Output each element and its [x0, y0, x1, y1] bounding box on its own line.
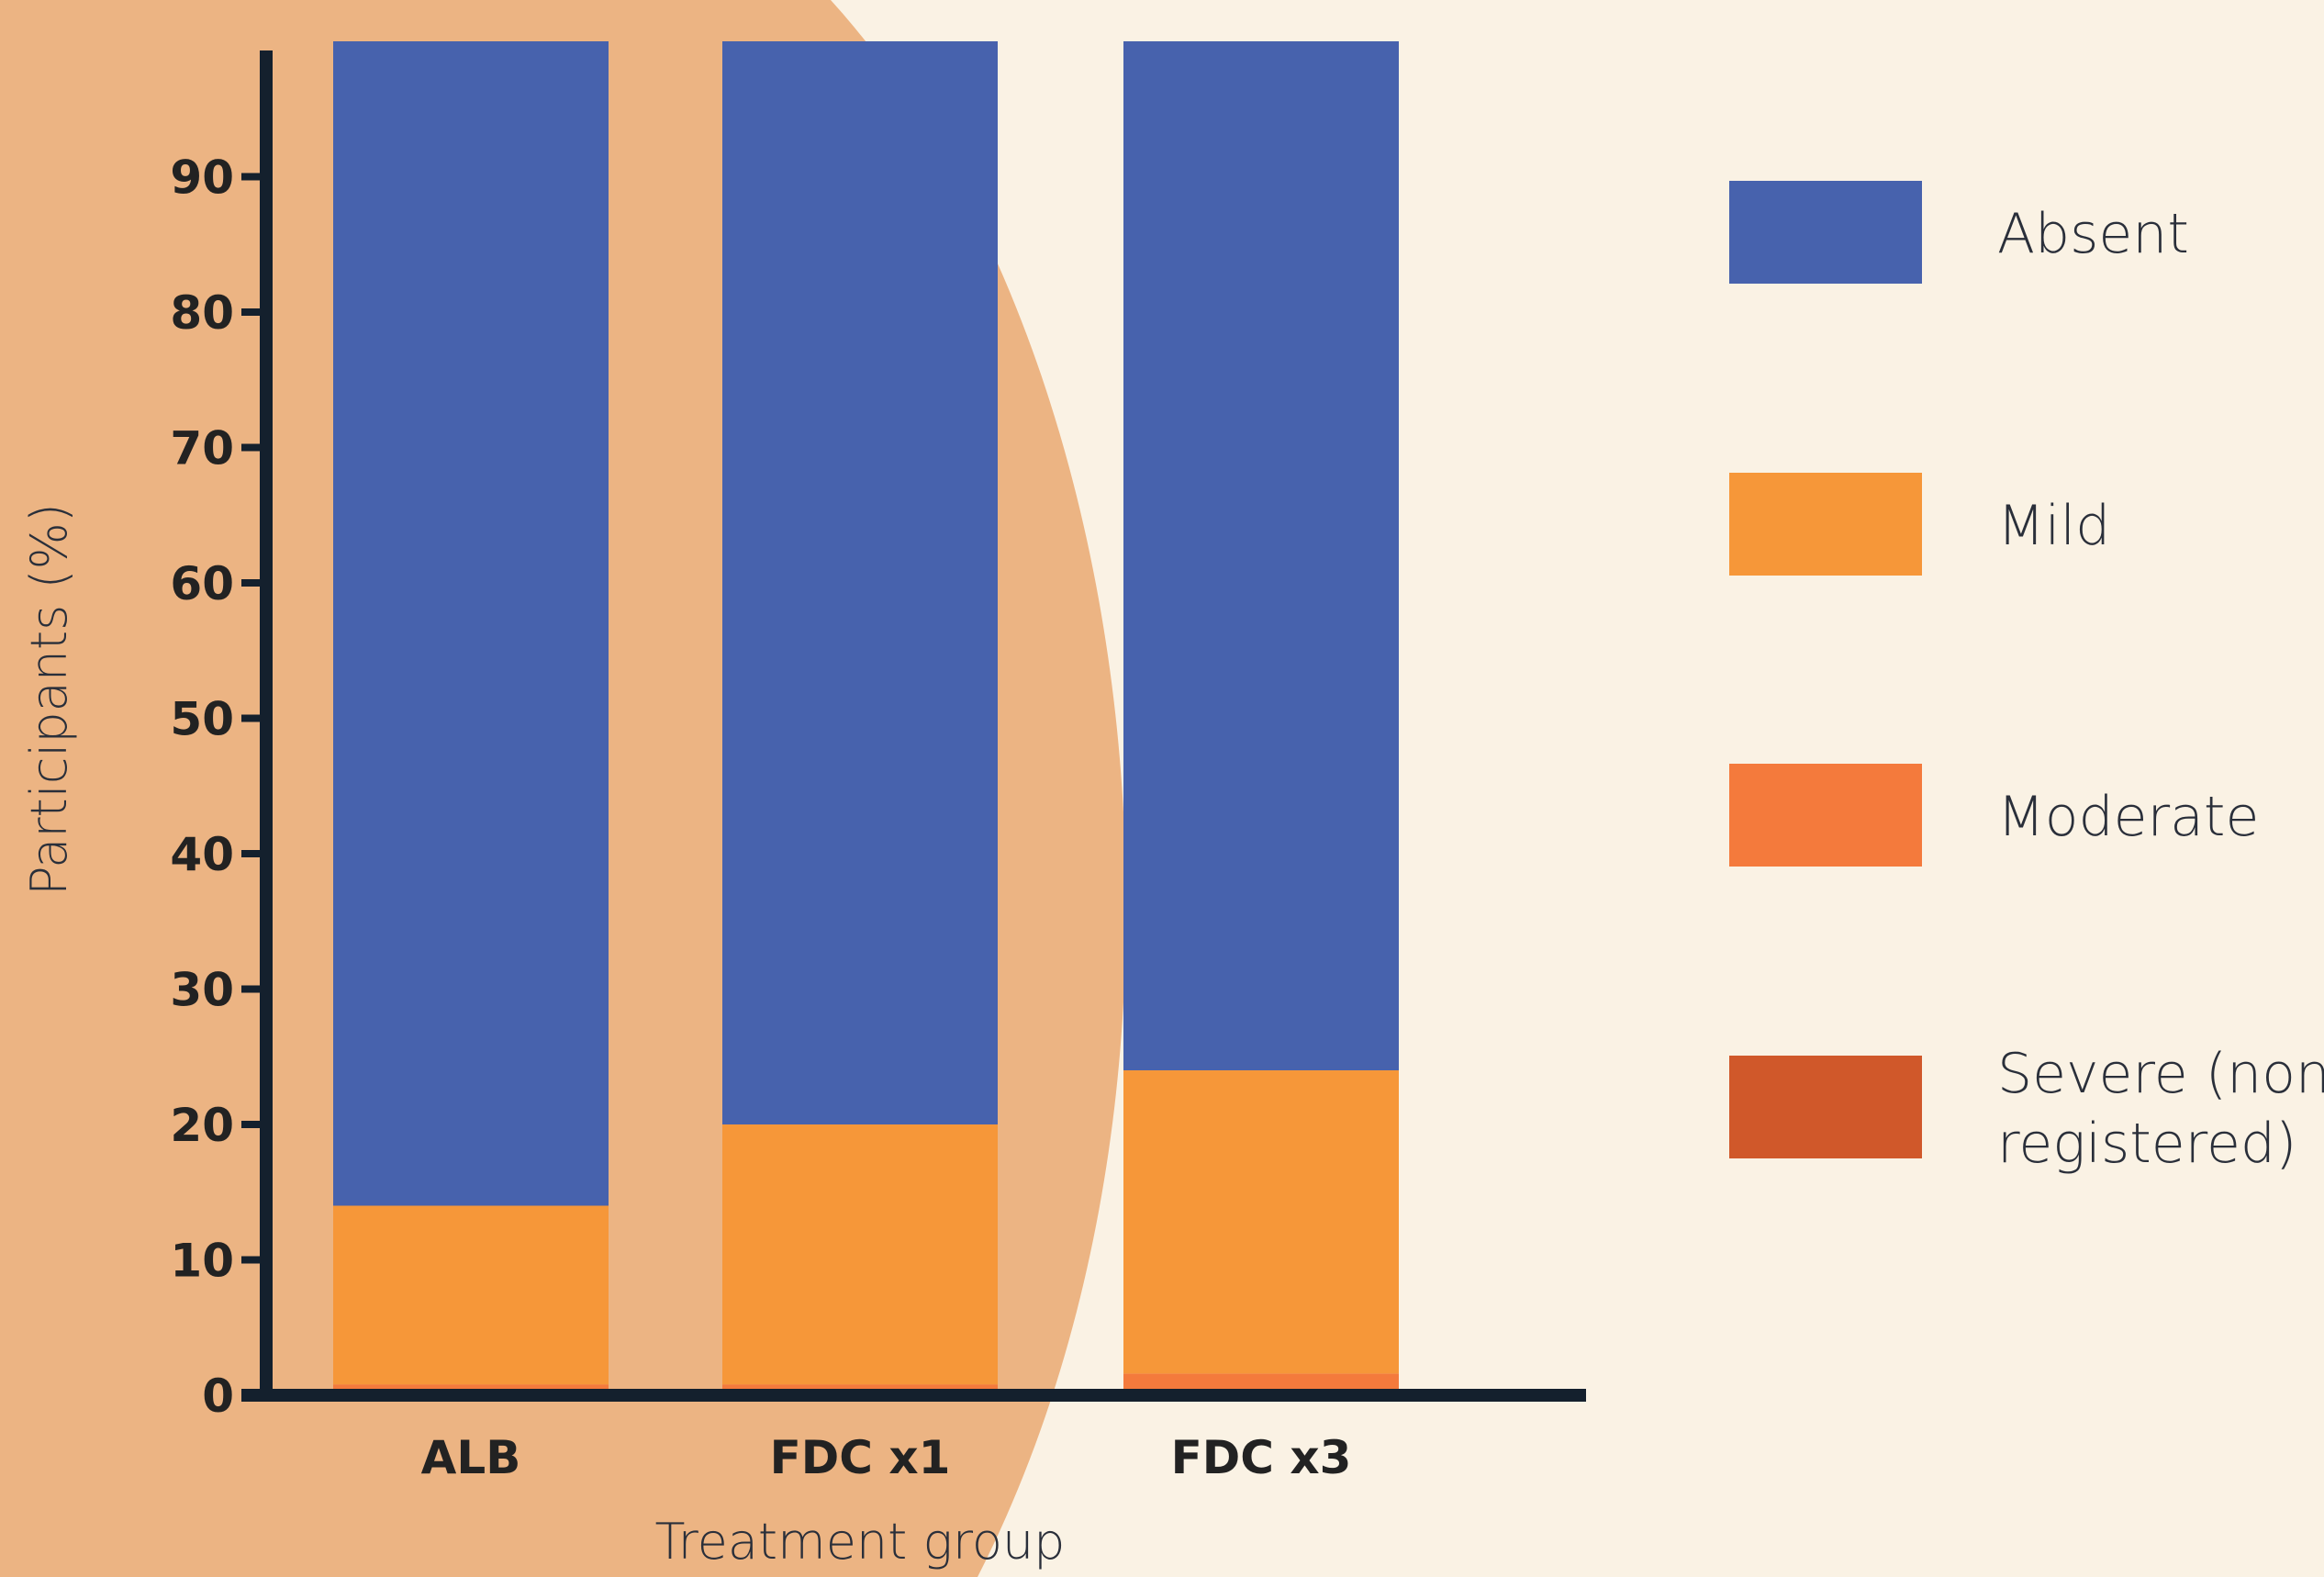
bar-segment: [722, 1124, 998, 1385]
bars-layer: [333, 41, 1399, 1395]
bar-segment: [1123, 41, 1399, 1070]
y-tick-label: 20: [170, 1099, 234, 1152]
y-tick-label: 0: [202, 1370, 234, 1423]
legend-swatch: [1729, 181, 1922, 284]
y-tick-label: 80: [170, 286, 234, 340]
bar-segment: [333, 1205, 609, 1385]
x-axis-title: Treatment group: [655, 1513, 1066, 1571]
bar-segment: [333, 41, 609, 1206]
y-axis-title: Participants (%): [20, 503, 78, 896]
y-tick-label: 50: [170, 693, 234, 746]
bar-segment: [722, 41, 998, 1124]
y-tick-label: 90: [170, 151, 234, 205]
legend-label: Severe (non: [1997, 1042, 2324, 1106]
y-tick-label: 70: [170, 422, 234, 475]
legend-label: Moderate: [1997, 785, 2259, 849]
y-tick-label: 30: [170, 964, 234, 1017]
bar-segment: [1123, 1070, 1399, 1374]
x-categories-layer: ALB FDC x1 FDC x3: [421, 1431, 1352, 1484]
x-category-label: FDC x3: [1171, 1431, 1352, 1484]
legend-swatch: [1729, 1056, 1922, 1158]
x-category-label: ALB: [421, 1431, 521, 1484]
legend-label: Mild: [1997, 494, 2110, 558]
x-category-label: FDC x1: [770, 1431, 951, 1484]
y-ticks-layer: 0 10 20 30 40 50 60 70 80 90: [170, 151, 266, 1423]
axes-layer: [241, 50, 1586, 1402]
y-tick-label: 10: [170, 1235, 234, 1288]
legend-swatch: [1729, 473, 1922, 576]
y-tick-label: 40: [170, 828, 234, 881]
legend-label: Absent: [1997, 202, 2189, 266]
y-tick-label: 60: [170, 557, 234, 610]
legend-label: registered): [1997, 1112, 2296, 1176]
legend-swatch: [1729, 764, 1922, 867]
